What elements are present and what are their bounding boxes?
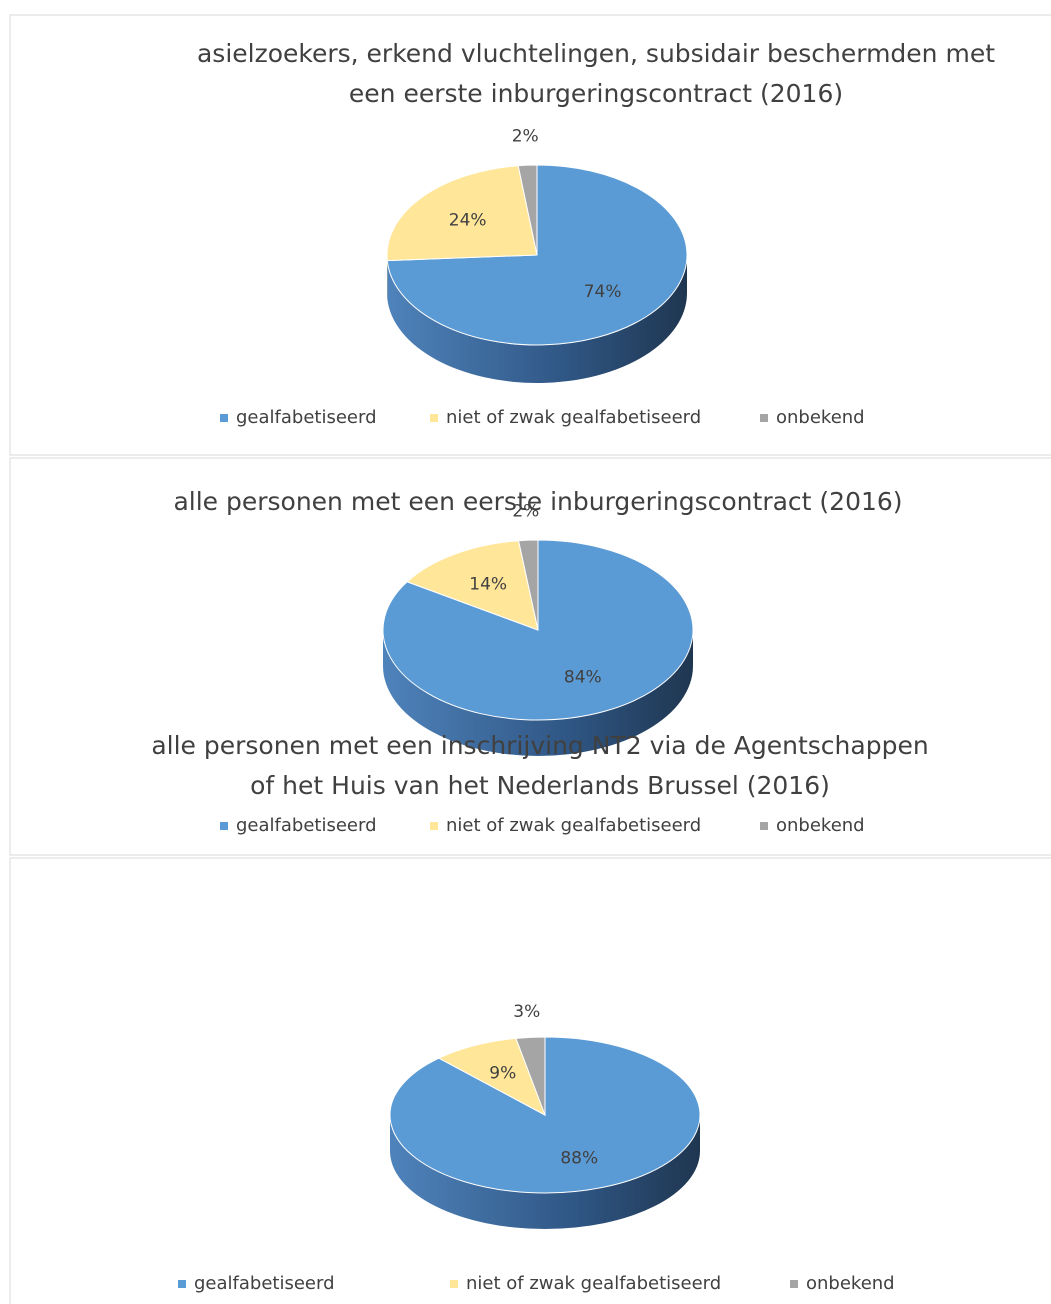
pie-side [390, 1115, 700, 1229]
pie-slice [517, 539, 539, 631]
legend-label: niet of zwak gealfabetiseerd [446, 815, 701, 836]
legend-label: onbekend [806, 1273, 895, 1294]
legend-label: onbekend [776, 815, 865, 836]
legend-marker [430, 414, 438, 422]
pie-slice [437, 1037, 546, 1117]
data-label: 24% [449, 211, 487, 231]
pie-slice [517, 164, 538, 256]
pie-slice [515, 1036, 546, 1116]
legend-label: gealfabetiseerd [236, 407, 377, 428]
legend-marker [760, 822, 768, 830]
data-label: 2% [512, 127, 539, 147]
panel-border [9, 457, 1051, 856]
legend-marker [760, 414, 768, 422]
chart-title: alle personen met een inschrijving NT2 v… [151, 731, 928, 760]
legend-marker [220, 822, 228, 830]
data-label: 74% [584, 282, 622, 302]
legend-marker [430, 822, 438, 830]
pie-side [383, 630, 693, 756]
data-label: 84% [564, 667, 602, 687]
pie-slice [386, 165, 538, 262]
legend-label: gealfabetiseerd [194, 1273, 335, 1294]
legend-label: niet of zwak gealfabetiseerd [466, 1273, 721, 1294]
legend-marker [220, 414, 228, 422]
legend-label: gealfabetiseerd [236, 815, 377, 836]
chart-title: of het Huis van het Nederlands Brussel (… [250, 771, 830, 800]
chart-title: alle personen met een eerste inburgering… [173, 487, 902, 516]
legend-label: niet of zwak gealfabetiseerd [446, 407, 701, 428]
chart-title: een eerste inburgeringscontract (2016) [349, 79, 843, 108]
legend-label: onbekend [776, 407, 865, 428]
pie-side [387, 255, 687, 383]
legend-marker [450, 1280, 458, 1288]
panel-border [9, 14, 1051, 456]
legend-marker [178, 1280, 186, 1288]
data-label: 9% [489, 1063, 516, 1083]
data-label: 2% [512, 502, 539, 522]
data-label: 14% [469, 574, 507, 594]
chart-title: asielzoekers, erkend vluchtelingen, subs… [197, 39, 995, 68]
legend-marker [790, 1280, 798, 1288]
pie-slice [406, 540, 539, 631]
data-label: 3% [513, 1002, 540, 1022]
panel-border [9, 857, 1051, 1304]
data-label: 88% [560, 1149, 598, 1169]
